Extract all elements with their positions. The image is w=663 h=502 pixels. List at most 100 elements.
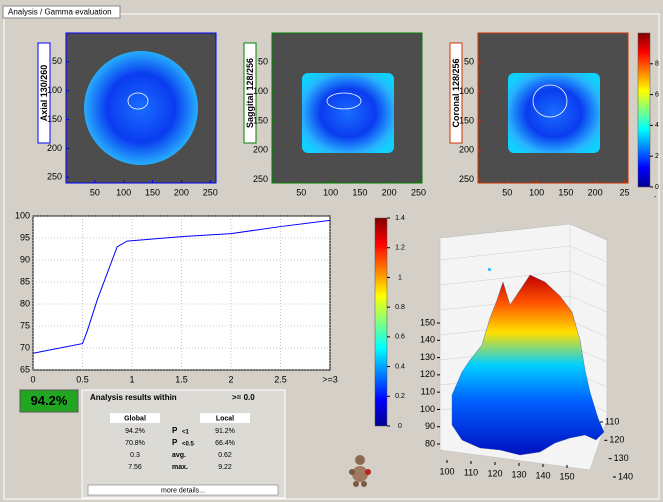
colorbar-tick-label: 0.8 xyxy=(395,304,405,311)
y-tick-label: 75 xyxy=(20,320,30,330)
local-value: 0.62 xyxy=(218,452,232,459)
x-tick-label: 50 xyxy=(90,187,100,197)
row-label: P xyxy=(172,426,178,435)
y-tick-label: 120 xyxy=(609,435,624,445)
y-tick-label: 85 xyxy=(20,276,30,286)
colorbar-tick-label: 1.4 xyxy=(395,215,405,222)
y-tick-label: 110 xyxy=(605,416,619,426)
z-tick-label: 120 xyxy=(420,369,435,379)
x-tick-label: 2.5 xyxy=(274,374,287,384)
x-tick-label: 50 xyxy=(502,187,512,197)
y-tick-label: 95 xyxy=(20,232,30,242)
x-tick-label: 200 xyxy=(382,187,397,197)
y-tick-label: 200 xyxy=(459,145,474,155)
y-tick-label: 250 xyxy=(459,174,474,184)
z-tick-label: 110 xyxy=(421,387,435,397)
x-tick-label: 0 xyxy=(30,374,35,384)
colorbar-tick-label: 4 xyxy=(655,122,659,129)
y-tick-label: 100 xyxy=(15,210,30,220)
x-tick-label: 150 xyxy=(352,187,367,197)
y-tick-label: 70 xyxy=(20,342,30,352)
x-tick-label: 130 xyxy=(511,469,526,479)
colorbar-tick-label: 6 xyxy=(655,91,659,98)
x-tick-label: 100 xyxy=(439,466,454,476)
header-local: Local xyxy=(216,415,234,422)
x-tick-label: 110 xyxy=(464,467,478,477)
global-value: 94.2% xyxy=(125,428,145,435)
window: Analysis / Gamma evaluation Axial 130/26… xyxy=(0,0,663,502)
local-value: 9.22 xyxy=(218,464,232,471)
y-tick-label: 50 xyxy=(258,57,268,67)
x-tick-label: 0.5 xyxy=(76,374,89,384)
z-tick-label: 130 xyxy=(420,352,435,362)
x-tick-label: 200 xyxy=(174,187,189,197)
x-tick-label: 1 xyxy=(129,374,134,384)
colorbar-tick-label: 0.2 xyxy=(395,393,405,400)
row-subscript: <1 xyxy=(182,430,190,436)
z-tick-label: 150 xyxy=(420,317,435,327)
global-value: 0.3 xyxy=(130,452,140,459)
analysis-title: Analysis results within xyxy=(90,393,177,402)
colorbar-tick-label: 0.4 xyxy=(395,363,405,370)
y-tick-label: 80 xyxy=(20,298,30,308)
colorbar-tick-label: 1 xyxy=(398,274,402,281)
local-value: 66.4% xyxy=(215,440,235,447)
x-tick-label: 140 xyxy=(535,470,550,480)
y-tick-label: 250 xyxy=(253,174,268,184)
more-details-label[interactable]: more details... xyxy=(161,487,205,494)
tab-label[interactable]: Analysis / Gamma evaluation xyxy=(8,8,112,17)
y-tick-label: 200 xyxy=(253,145,268,155)
gamma-colorbar xyxy=(375,218,387,426)
y-tick-label: 100 xyxy=(253,86,268,96)
row-subscript: <0.5 xyxy=(182,442,195,448)
row-label: max. xyxy=(172,464,188,471)
x-tick-label: 50 xyxy=(296,187,306,197)
y-tick-label: 250 xyxy=(47,172,62,182)
y-tick-label: 150 xyxy=(253,115,268,125)
global-value: 7.56 xyxy=(128,464,142,471)
y-tick-label: 90 xyxy=(20,254,30,264)
x-tick-label: 100 xyxy=(116,187,131,197)
plot-area xyxy=(33,216,330,370)
x-tick-label: 150 xyxy=(558,187,573,197)
dose-map xyxy=(84,51,198,165)
row-label: avg. xyxy=(172,452,186,459)
colorbar-tick-label: 0 xyxy=(655,184,659,191)
y-tick-label: 65 xyxy=(20,364,30,374)
global-value: 70.8% xyxy=(125,440,145,447)
surface-plot xyxy=(440,224,607,470)
y-tick-label: 150 xyxy=(47,114,62,124)
x-tick-label: 120 xyxy=(487,468,502,478)
row-label: P xyxy=(172,438,178,447)
header-global: Global xyxy=(124,415,146,422)
x-tick-label: 100 xyxy=(323,187,338,197)
colorbar-tick-label: 0.6 xyxy=(395,334,405,341)
page: { "tab": "Analysis / Gamma evaluation", … xyxy=(0,0,663,502)
x-tick-label: 150 xyxy=(145,187,160,197)
x-tick-label: 250 xyxy=(411,187,426,197)
y-tick-label: 200 xyxy=(47,143,62,153)
colorbar-tick-label: 0 xyxy=(398,423,402,430)
y-tick-label: 150 xyxy=(459,115,474,125)
x-tick-label: 100 xyxy=(529,187,544,197)
colorbar-tick-label: 2 xyxy=(655,153,659,160)
x-tick-label: 200 xyxy=(588,187,603,197)
surface-speck xyxy=(488,268,491,271)
y-tick-label: 130 xyxy=(614,453,629,463)
z-tick-label: 100 xyxy=(420,404,435,414)
y-tick-label: 100 xyxy=(459,86,474,96)
z-tick-label: 80 xyxy=(425,438,435,448)
local-value: 91.2% xyxy=(215,428,235,435)
colorbar-tick-label: 8 xyxy=(655,61,659,68)
dose-map xyxy=(508,73,600,153)
z-tick-label: 140 xyxy=(420,335,435,345)
dose-colorbar xyxy=(638,33,650,187)
y-tick-label: 50 xyxy=(52,56,62,66)
x-tick-label: 150 xyxy=(559,471,574,481)
z-tick-label: 90 xyxy=(425,421,435,431)
analysis-threshold: >= 0.0 xyxy=(232,393,255,402)
result-value: 94.2% xyxy=(31,393,68,408)
y-tick-label: 100 xyxy=(47,85,62,95)
x-tick-label: 2 xyxy=(228,374,233,384)
